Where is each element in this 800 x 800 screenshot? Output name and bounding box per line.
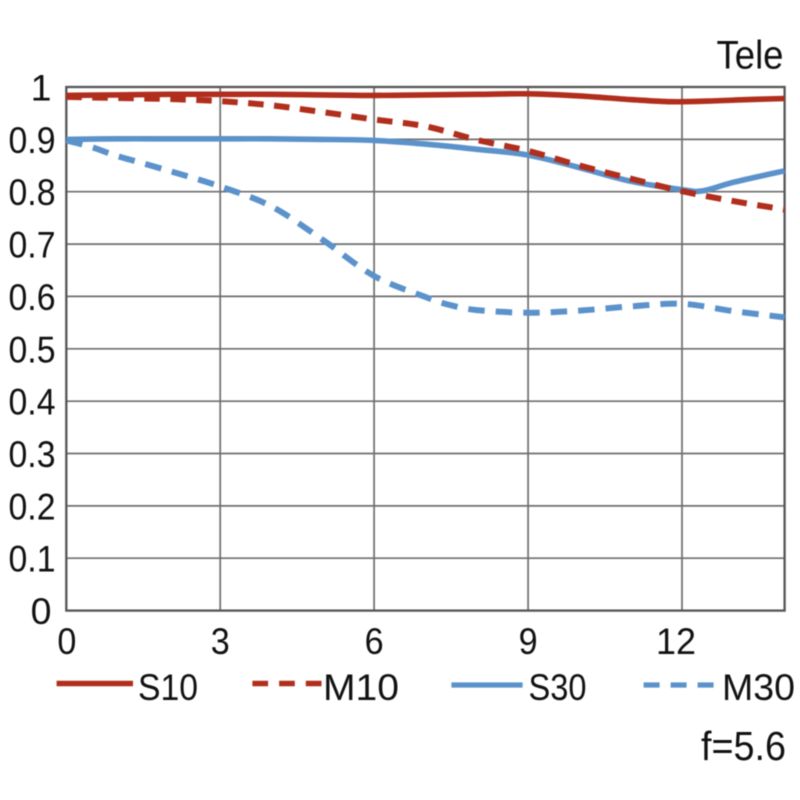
- svg-text:9: 9: [519, 620, 538, 662]
- svg-text:f=5.6: f=5.6: [701, 723, 786, 769]
- svg-text:6: 6: [365, 620, 384, 662]
- svg-text:0.9: 0.9: [9, 119, 56, 161]
- svg-text:M10: M10: [323, 666, 399, 708]
- svg-text:12: 12: [656, 620, 696, 662]
- svg-text:0.7: 0.7: [9, 224, 56, 266]
- svg-text:M30: M30: [722, 666, 795, 708]
- svg-text:3: 3: [211, 620, 230, 662]
- svg-text:1: 1: [31, 67, 52, 109]
- svg-text:0.8: 0.8: [9, 171, 56, 213]
- svg-text:0.6: 0.6: [9, 276, 56, 318]
- svg-text:0.1: 0.1: [9, 538, 56, 580]
- svg-text:0.2: 0.2: [9, 485, 56, 527]
- svg-text:0: 0: [31, 590, 52, 632]
- svg-text:S30: S30: [529, 666, 587, 708]
- svg-text:0.4: 0.4: [9, 381, 56, 423]
- svg-text:0.3: 0.3: [9, 433, 56, 475]
- svg-text:0: 0: [57, 620, 76, 662]
- svg-text:Tele: Tele: [717, 34, 784, 78]
- svg-text:S10: S10: [138, 666, 198, 708]
- svg-text:0.5: 0.5: [9, 328, 56, 370]
